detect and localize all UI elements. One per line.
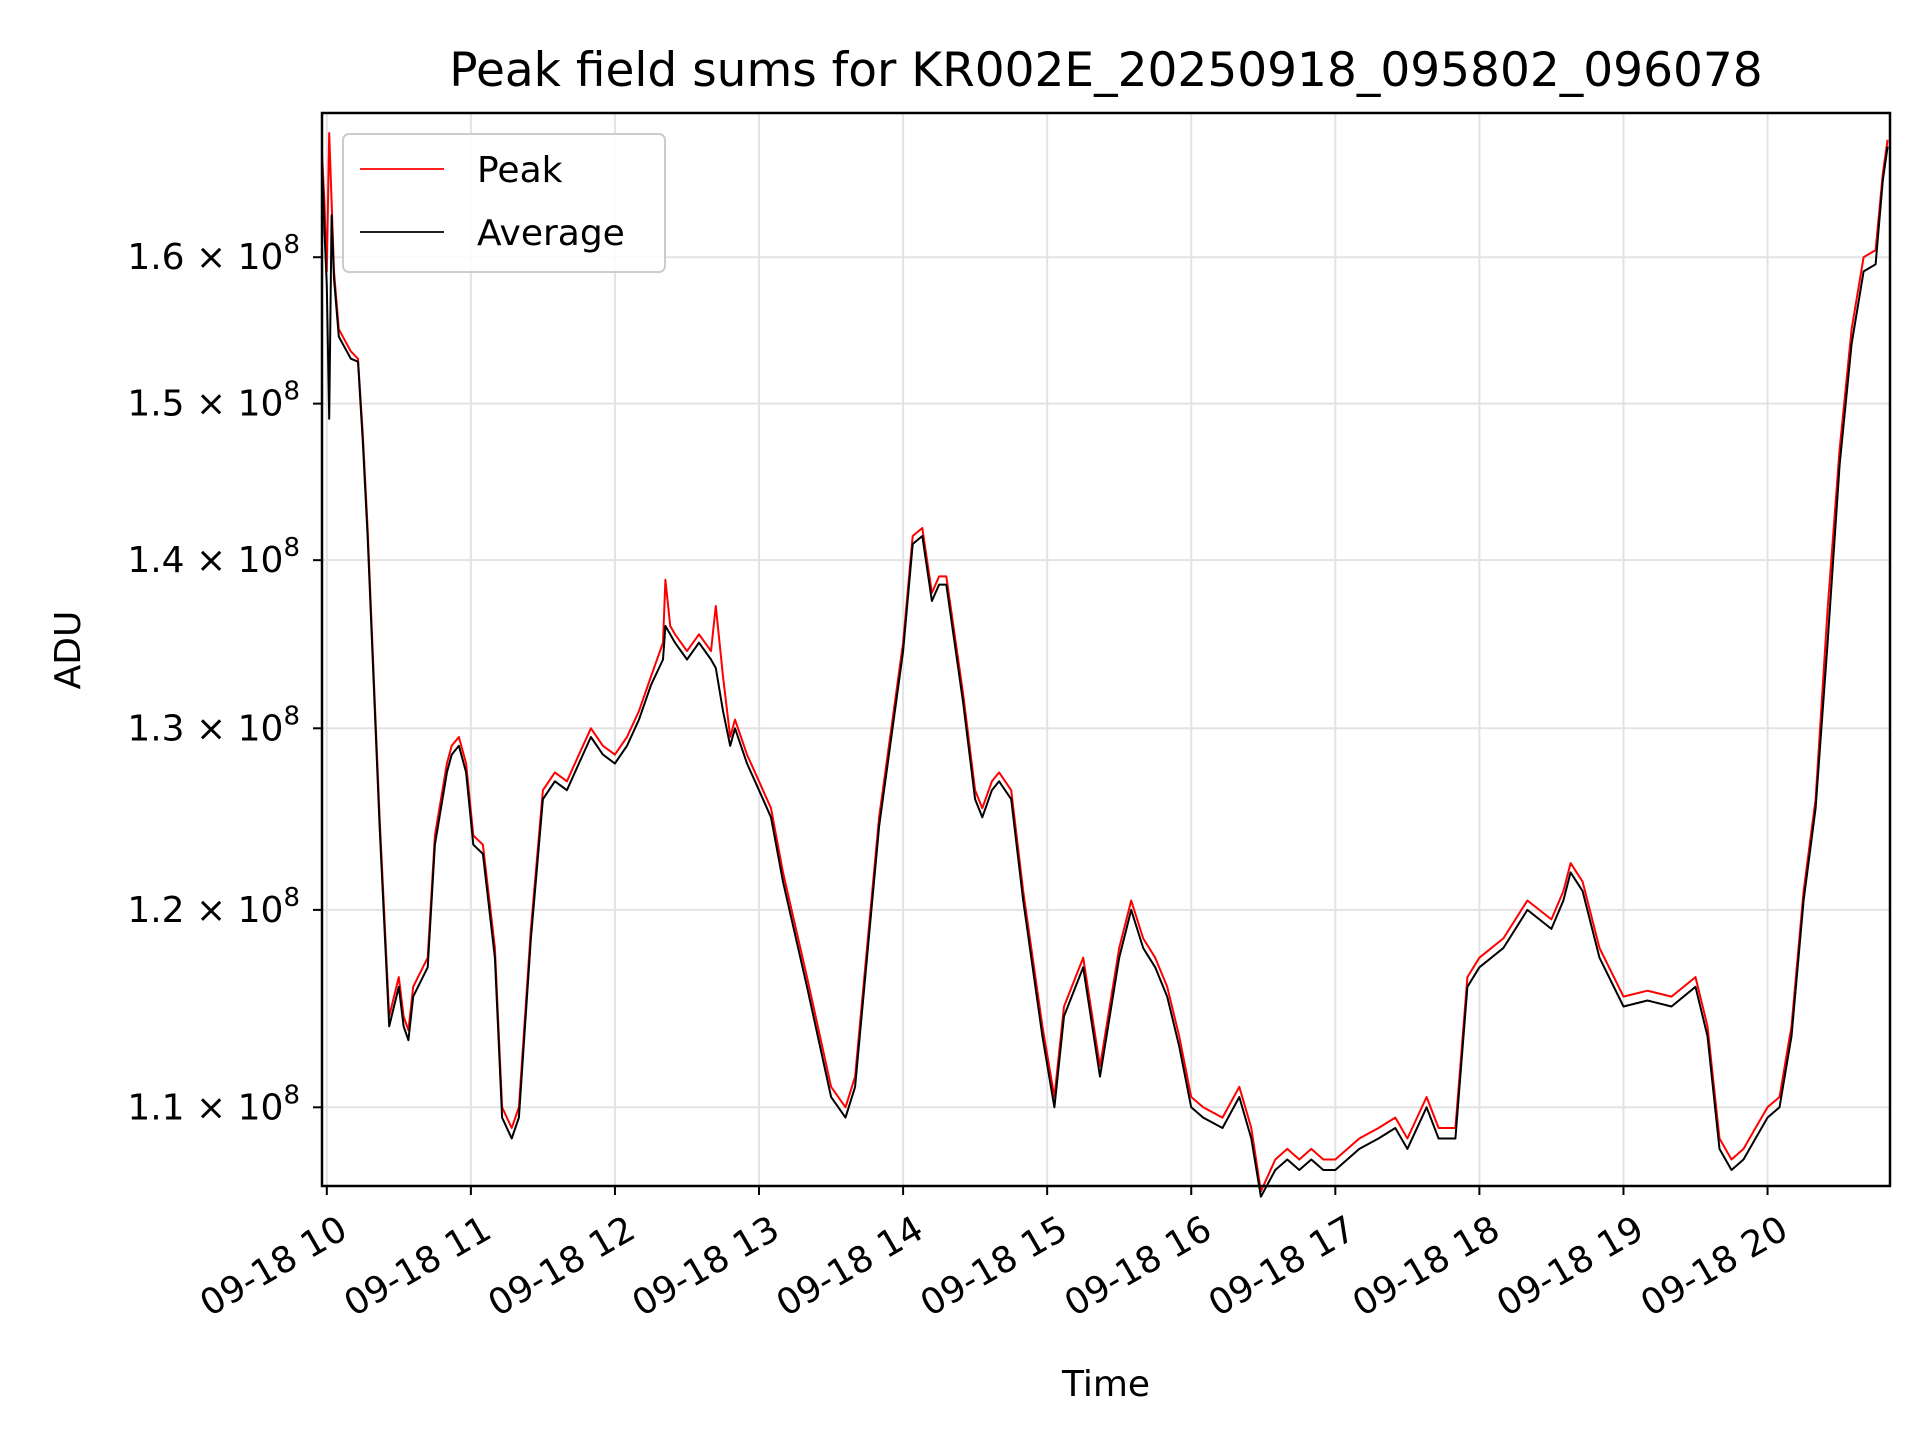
y-tick-label: 1.3 × 108 xyxy=(127,701,300,749)
gridlines xyxy=(322,113,1890,1186)
series-layer xyxy=(321,132,1889,1198)
legend-label-average: Average xyxy=(477,213,625,254)
y-tick-label: 1.1 × 108 xyxy=(127,1080,300,1128)
y-tick-label: 1.2 × 108 xyxy=(127,883,300,931)
series-line-average xyxy=(321,146,1889,1198)
legend-label-peak: Peak xyxy=(477,150,563,191)
series-line-peak xyxy=(321,132,1889,1193)
y-tick-label: 1.5 × 108 xyxy=(127,377,300,425)
legend: Peak Average xyxy=(342,133,666,273)
y-tick-label: 1.6 × 108 xyxy=(127,230,300,278)
y-axis-label: ADU xyxy=(48,611,89,690)
y-tick-label: 1.4 × 108 xyxy=(127,533,300,581)
chart-title: Peak field sums for KR002E_20250918_0958… xyxy=(449,43,1762,98)
plot-frame xyxy=(320,111,1892,1188)
y-axis: 1.1 × 108 1.2 × 108 1.3 × 108 1.4 × 108 1.5 … xyxy=(127,230,322,1128)
x-axis-label: Time xyxy=(1061,1364,1150,1405)
